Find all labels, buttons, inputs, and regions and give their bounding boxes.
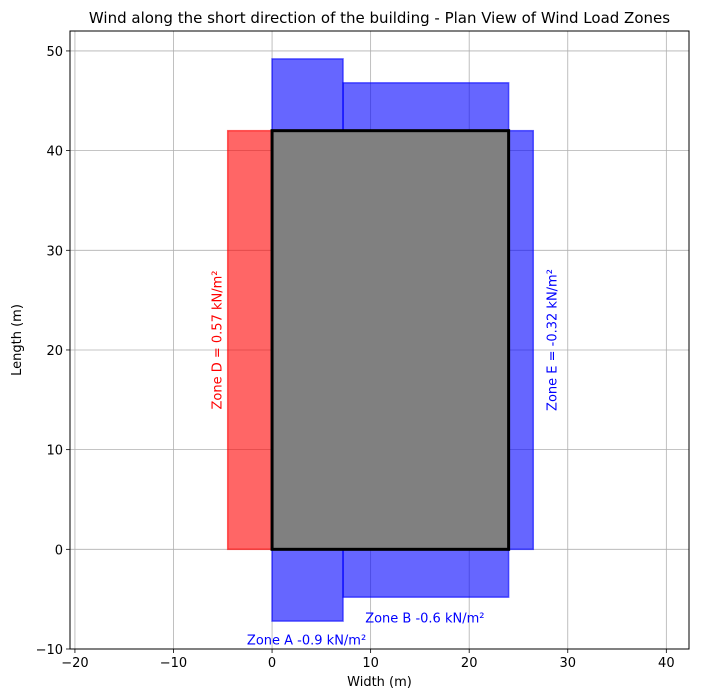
zone-rect-4: [271, 58, 344, 132]
y-tick-label: 20: [46, 344, 63, 359]
y-tick-label: 10: [46, 444, 63, 459]
x-tick-label: 20: [461, 656, 478, 671]
zone-rect-1: [507, 129, 535, 551]
chart-title: Wind along the short direction of the bu…: [89, 9, 670, 27]
wind-zones: [226, 58, 535, 622]
y-tick-label: −10: [36, 643, 63, 658]
y-tick-label: 30: [46, 244, 63, 259]
zone-annotation-3: Zone A -0.9 kN/m²: [247, 634, 366, 649]
x-tick-label: 40: [658, 656, 675, 671]
zone-rect-3: [342, 548, 510, 598]
building-rect: [270, 129, 511, 551]
zone-annotations: Zone D = 0.57 kN/m² Zone E = -0.32 kN/m² Z…: [210, 269, 560, 648]
x-tick-label: 0: [268, 656, 276, 671]
zone-rect-0: [226, 129, 273, 551]
y-tick-label: 40: [46, 145, 63, 160]
zone-annotation-0: Zone D = 0.57 kN/m²: [210, 271, 225, 410]
x-tick-label: −20: [61, 656, 88, 671]
zone-annotation-2: Zone B -0.6 kN/m²: [365, 612, 484, 627]
plot-frame: [69, 30, 690, 650]
zone-rect-2: [271, 548, 344, 622]
y-tick-label: 50: [46, 45, 63, 60]
building-footprint: [270, 129, 511, 551]
x-tick-label: 30: [559, 656, 576, 671]
zone-rect-5: [342, 82, 510, 132]
x-axis-label: Width (m): [347, 675, 412, 690]
y-tick-label: 0: [55, 543, 63, 558]
zone-annotation-1: Zone E = -0.32 kN/m²: [545, 269, 560, 411]
y-axis-label: Length (m): [10, 304, 25, 376]
x-tick-label: 10: [362, 656, 379, 671]
x-tick-label: −10: [160, 656, 187, 671]
